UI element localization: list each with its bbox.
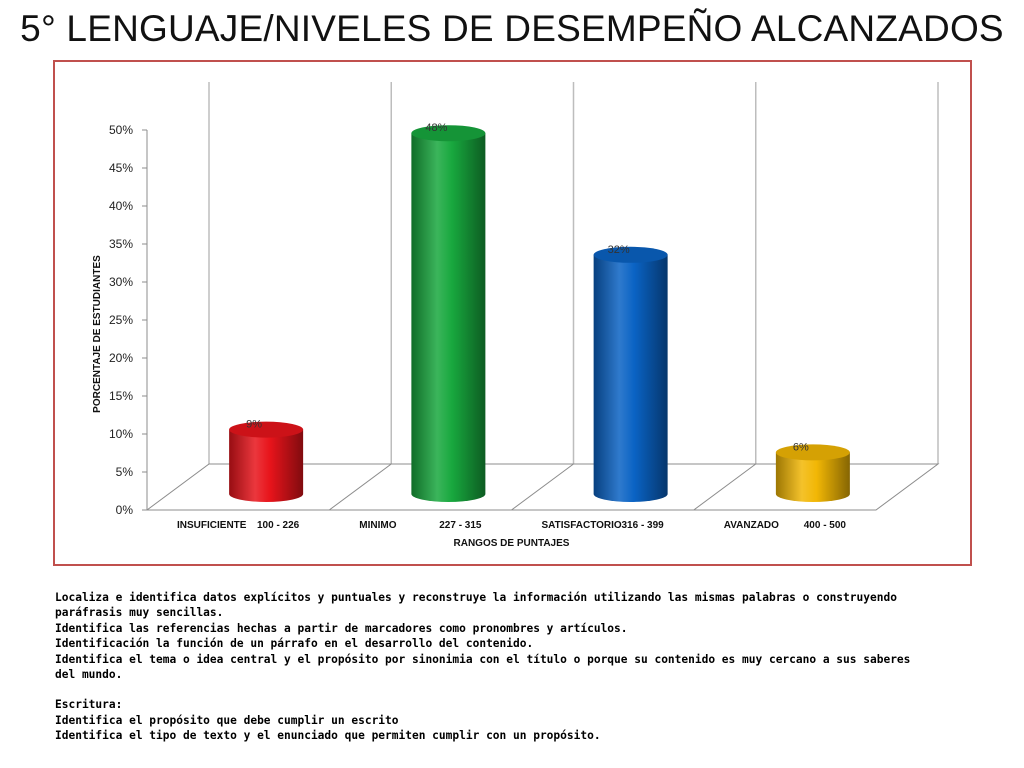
y-tick-label: 50% [109,123,133,137]
y-tick-label: 5% [116,465,134,479]
description-line: Identificación la función de un párrafo … [55,637,534,651]
bar-top [229,421,304,438]
y-tick-label: 35% [109,237,133,251]
x-tick-label: 316 - 399 [621,520,664,531]
data-label: 48% [425,122,447,134]
bar-top [411,125,486,142]
x-tick-label: 400 - 500 [804,520,847,531]
bar-chart: 0% 5% 10% 15% 20% 25% 30% 35% 40% 45% 50% PORCENTAJ… [92,82,940,549]
bar-top [775,444,850,461]
description-line: Localiza e identifica datos explícitos y… [55,591,897,620]
data-label: 9% [246,419,262,431]
y-tick-label: 10% [109,427,133,441]
y-axis-title: PORCENTAJE DE ESTUDIANTES [92,255,103,413]
data-label: 6% [793,441,809,453]
writing-line: Identifica el propósito que debe cumplir… [55,713,399,727]
writing-line: Identifica el tipo de texto y el enuncia… [55,729,601,743]
bar [411,133,486,502]
bar [775,452,850,502]
x-tick-label: SATISFACTORIO [542,520,622,531]
level-descriptions: Localiza e identifica datos explícitos y… [55,590,915,744]
floor-divider [693,463,757,511]
floor-divider [511,463,574,511]
description-line: Identifica las referencias hechas a part… [55,621,628,635]
bar [593,254,668,502]
bar-top [593,246,668,263]
y-tick-label: 25% [109,313,133,327]
y-tick-label: 15% [109,389,133,403]
y-tick-label: 0% [116,503,134,517]
x-axis-title: RANGOS DE PUNTAJES [454,538,570,549]
y-tick-label: 40% [109,199,133,213]
x-tick-label: 227 - 315 [439,520,482,531]
y-tick-label: 45% [109,161,133,175]
y-tick-label: 20% [109,351,133,365]
description-line: Identifica el tema o idea central y el p… [55,652,911,682]
y-tick-label: 30% [109,275,133,289]
bar [229,429,304,502]
floor-divider [328,463,392,511]
chart-frame: 0% 5% 10% 15% 20% 25% 30% 35% 40% 45% 50% PORCENTAJ… [53,60,972,566]
x-tick-label: MINIMO [359,520,396,531]
writing-heading: Escritura: [55,698,123,712]
x-tick-label: AVANZADO [724,520,779,531]
x-tick-label: INSUFICIENTE [177,520,247,531]
slide-title: 5° LENGUAJE/NIVELES DE DESEMPEÑO ALCANZA… [20,8,1004,49]
x-tick-label: 100 - 226 [257,520,300,531]
data-label: 32% [608,244,630,256]
